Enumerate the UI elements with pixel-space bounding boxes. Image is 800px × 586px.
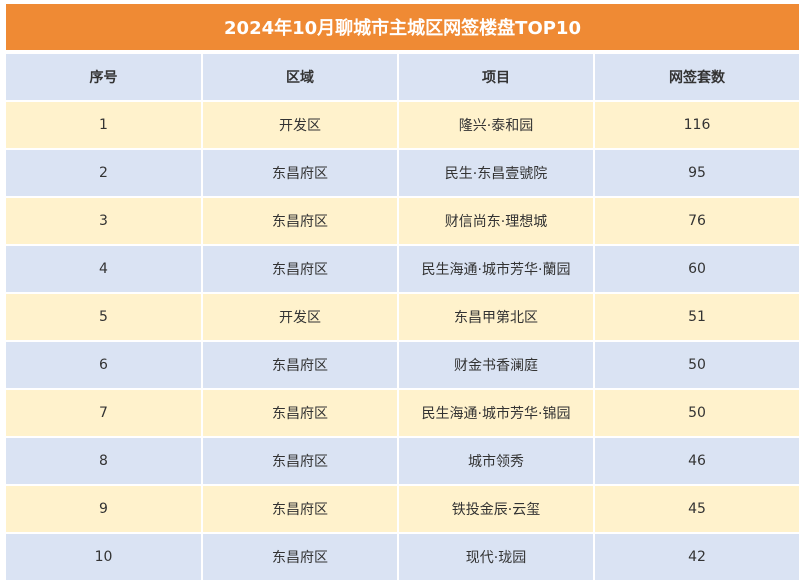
- cell-signed-units: 51: [595, 294, 799, 340]
- header-row: 序号 区域 项目 网签套数: [6, 54, 799, 100]
- cell-rank: 4: [6, 246, 203, 292]
- cell-rank: 8: [6, 438, 203, 484]
- cell-signed-units: 95: [595, 150, 799, 196]
- cell-project: 民生·东昌壹號院: [399, 150, 595, 196]
- cell-district: 开发区: [203, 294, 399, 340]
- cell-rank: 5: [6, 294, 203, 340]
- cell-project: 财信尚东·理想城: [399, 198, 595, 244]
- table-row: 5 开发区 东昌甲第北区 51: [6, 294, 799, 340]
- cell-signed-units: 50: [595, 390, 799, 436]
- cell-rank: 1: [6, 102, 203, 148]
- cell-district: 东昌府区: [203, 246, 399, 292]
- cell-signed-units: 42: [595, 534, 799, 580]
- table-row: 6 东昌府区 财金书香澜庭 50: [6, 342, 799, 388]
- cell-district: 东昌府区: [203, 438, 399, 484]
- cell-signed-units: 76: [595, 198, 799, 244]
- cell-signed-units: 46: [595, 438, 799, 484]
- cell-project: 现代·珑园: [399, 534, 595, 580]
- table-row: 10 东昌府区 现代·珑园 42: [6, 534, 799, 580]
- header-signed-units: 网签套数: [595, 54, 799, 100]
- cell-signed-units: 45: [595, 486, 799, 532]
- header-rank: 序号: [6, 54, 203, 100]
- cell-project: 财金书香澜庭: [399, 342, 595, 388]
- cell-signed-units: 50: [595, 342, 799, 388]
- table-row: 3 东昌府区 财信尚东·理想城 76: [6, 198, 799, 244]
- cell-project: 铁投金辰·云玺: [399, 486, 595, 532]
- table-title: 2024年10月聊城市主城区网签楼盘TOP10: [6, 4, 799, 50]
- table-row: 7 东昌府区 民生海通·城市芳华·锦园 50: [6, 390, 799, 436]
- cell-district: 东昌府区: [203, 198, 399, 244]
- cell-district: 东昌府区: [203, 486, 399, 532]
- cell-rank: 2: [6, 150, 203, 196]
- table-row: 1 开发区 隆兴·泰和园 116: [6, 102, 799, 148]
- cell-rank: 10: [6, 534, 203, 580]
- cell-project: 东昌甲第北区: [399, 294, 595, 340]
- table-row: 2 东昌府区 民生·东昌壹號院 95: [6, 150, 799, 196]
- cell-district: 东昌府区: [203, 150, 399, 196]
- cell-district: 东昌府区: [203, 390, 399, 436]
- cell-rank: 3: [6, 198, 203, 244]
- table-row: 9 东昌府区 铁投金辰·云玺 45: [6, 486, 799, 532]
- cell-project: 民生海通·城市芳华·锦园: [399, 390, 595, 436]
- table-row: 4 东昌府区 民生海通·城市芳华·蘭园 60: [6, 246, 799, 292]
- cell-district: 开发区: [203, 102, 399, 148]
- table-row: 8 东昌府区 城市领秀 46: [6, 438, 799, 484]
- cell-signed-units: 60: [595, 246, 799, 292]
- cell-rank: 9: [6, 486, 203, 532]
- ranking-table: 序号 区域 项目 网签套数 1 开发区 隆兴·泰和园 116 2 东昌府区 民生…: [6, 52, 799, 582]
- cell-rank: 7: [6, 390, 203, 436]
- cell-signed-units: 116: [595, 102, 799, 148]
- header-district: 区域: [203, 54, 399, 100]
- cell-district: 东昌府区: [203, 534, 399, 580]
- cell-rank: 6: [6, 342, 203, 388]
- cell-project: 隆兴·泰和园: [399, 102, 595, 148]
- cell-district: 东昌府区: [203, 342, 399, 388]
- cell-project: 城市领秀: [399, 438, 595, 484]
- cell-project: 民生海通·城市芳华·蘭园: [399, 246, 595, 292]
- header-project: 项目: [399, 54, 595, 100]
